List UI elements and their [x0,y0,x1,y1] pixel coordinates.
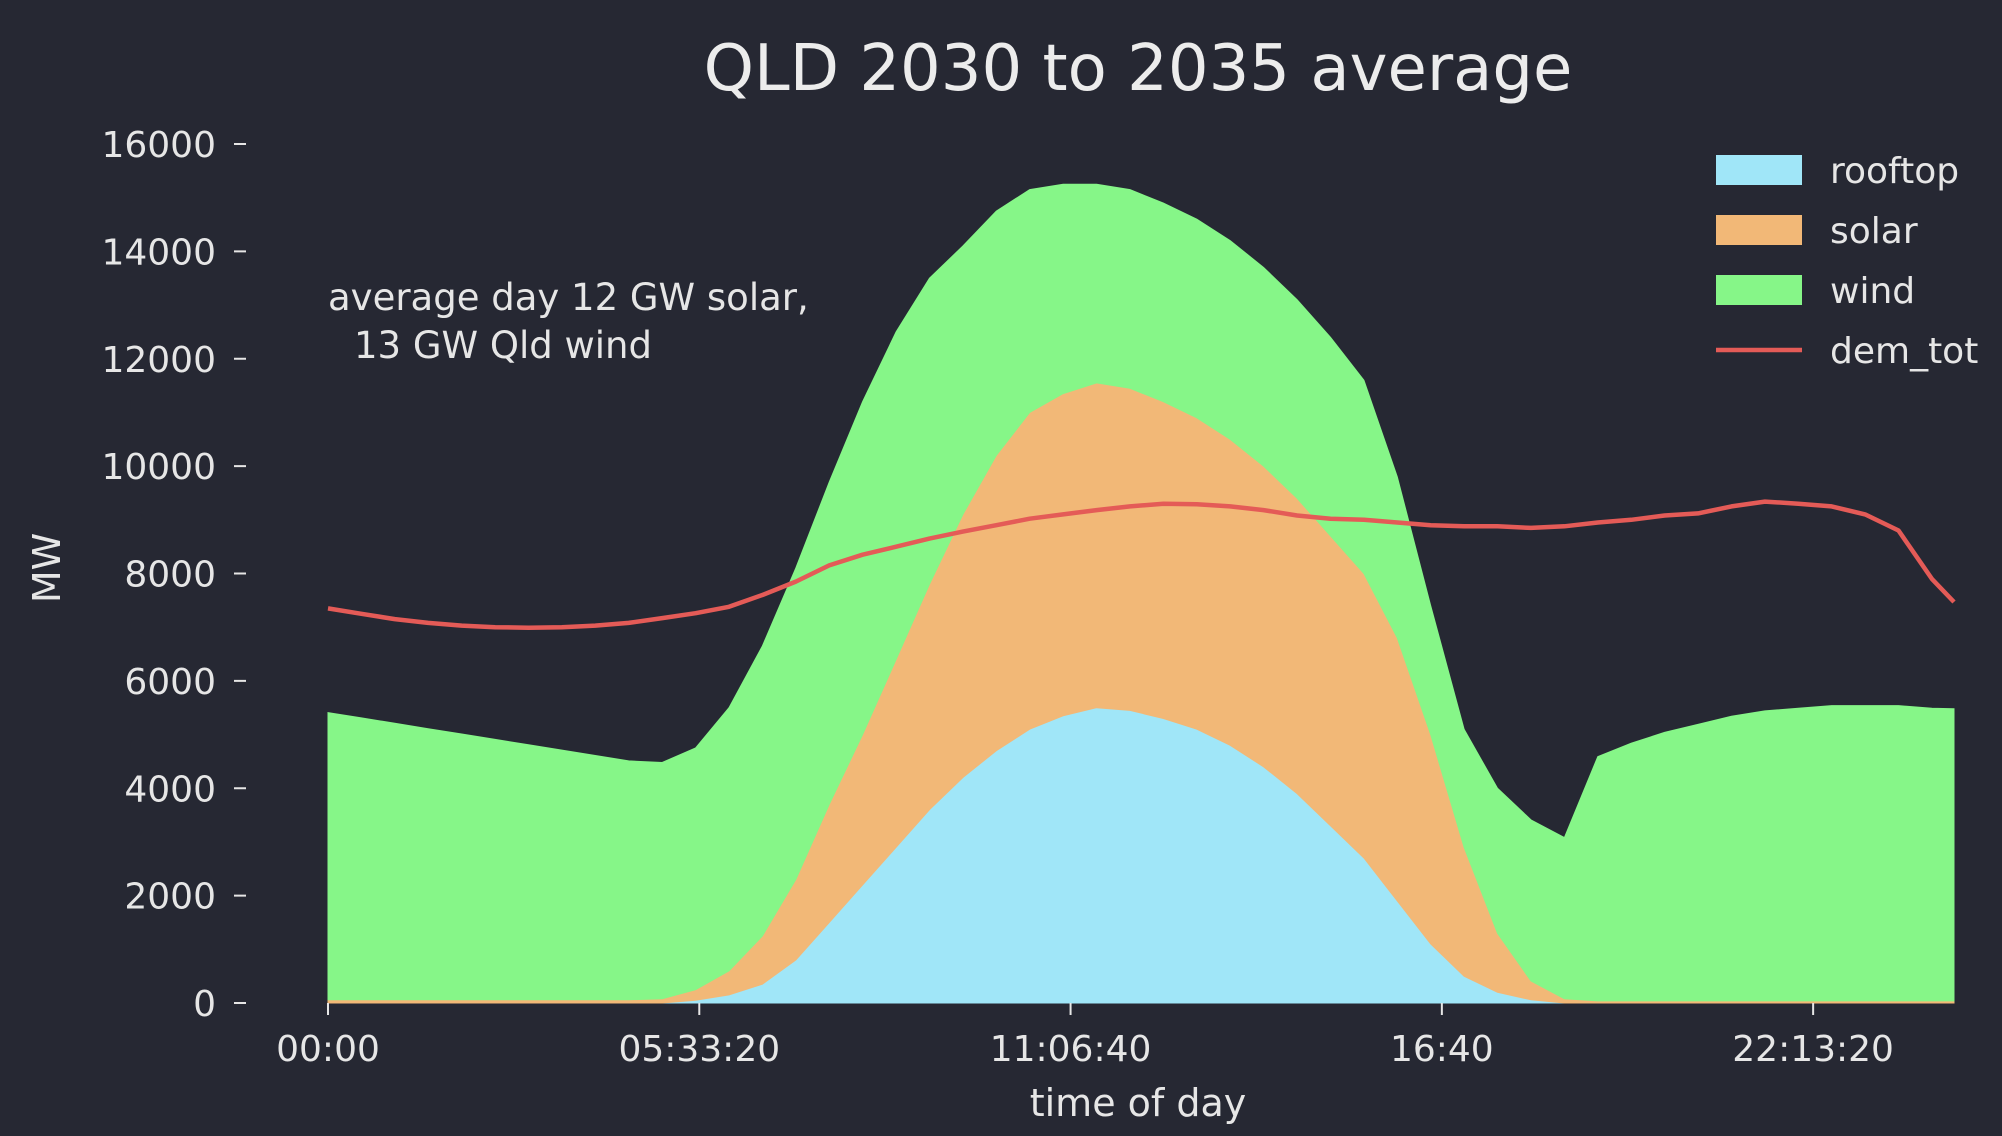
y-tick-label: 10000 [101,447,216,488]
x-tick-label: 22:13:20 [1732,1029,1894,1070]
x-tick-label: 11:06:40 [990,1029,1152,1070]
chart-title: QLD 2030 to 2035 average [704,32,1573,106]
legend-swatch-rooftop [1716,155,1802,185]
y-tick-label: 6000 [124,662,216,703]
legend: rooftop solar wind dem_tot [1716,151,1978,372]
y-tick-label: 0 [193,984,216,1025]
y-tick-label: 12000 [101,340,216,381]
annotation-line-1: average day 12 GW solar, [328,276,809,319]
x-tick-label: 05:33:20 [618,1029,780,1070]
legend-label-dem_tot: dem_tot [1830,331,1978,372]
annotation-line-2: 13 GW Qld wind [354,324,652,367]
x-tick-label: 16:40 [1390,1029,1494,1070]
y-tick-label: 2000 [124,877,216,918]
x-axis-label: time of day [1030,1081,1247,1125]
x-tick-label: 00:00 [276,1029,380,1070]
area-layers [327,183,1955,1004]
legend-label-wind: wind [1830,271,1915,312]
legend-swatch-solar [1716,215,1802,245]
y-axis-label: MW [25,533,69,603]
line-dem_tot [327,499,1956,630]
line-layer [327,499,1956,630]
y-tick-label: 4000 [124,769,216,810]
x-axis: 00:00 05:33:20 11:06:40 16:40 22:13:20 [276,1003,1894,1070]
y-tick-label: 14000 [101,232,216,273]
legend-swatch-wind [1716,275,1802,305]
y-axis: 0 2000 4000 6000 8000 10000 12000 14000 16000 [101,125,246,1025]
annotation: average day 12 GW solar, 13 GW Qld wind [328,276,809,367]
legend-label-rooftop: rooftop [1830,151,1959,192]
y-tick-label: 8000 [124,555,216,596]
area-wind [327,183,1955,1002]
legend-label-solar: solar [1830,211,1918,252]
y-tick-label: 16000 [101,125,216,166]
